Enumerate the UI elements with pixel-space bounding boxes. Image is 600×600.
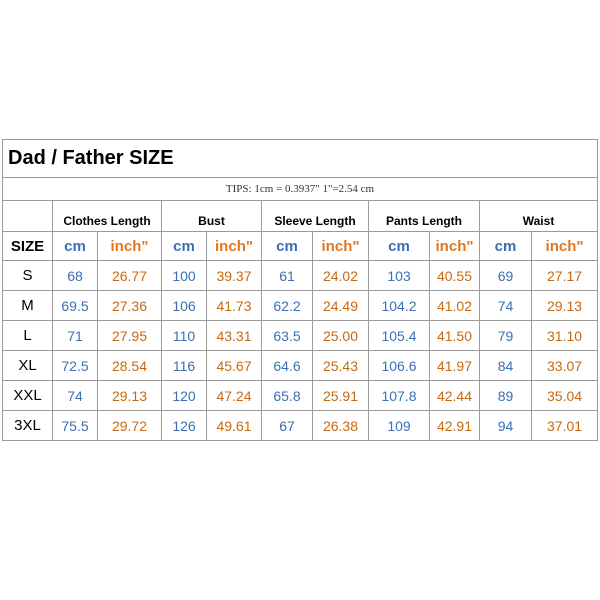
size-label: XXL — [2, 380, 53, 411]
group-header-clothes-length: Clothes Length — [52, 200, 162, 232]
inch-value-cell: 41.97 — [429, 350, 480, 381]
cm-value-cell: 109 — [368, 410, 430, 441]
inch-value-cell: 26.77 — [97, 260, 162, 291]
unit-cm-header: cm — [261, 231, 313, 261]
unit-cm-header: cm — [368, 231, 430, 261]
inch-value-cell: 24.02 — [312, 260, 369, 291]
size-chart-table: Dad / Father SIZE TIPS: 1cm = 0.3937" 1"… — [1, 139, 599, 441]
inch-value-cell: 24.49 — [312, 290, 369, 321]
inch-value-cell: 29.72 — [97, 410, 162, 441]
inch-value-cell: 41.50 — [429, 320, 480, 351]
cm-value-cell: 68 — [52, 260, 98, 291]
inch-value-cell: 25.43 — [312, 350, 369, 381]
inch-value-cell: 25.91 — [312, 380, 369, 411]
tips-row: TIPS: 1cm = 0.3937" 1"=2.54 cm — [1, 177, 599, 201]
unit-inch-header: inch" — [429, 231, 480, 261]
unit-inch-header: inch" — [206, 231, 262, 261]
cm-value-cell: 61 — [261, 260, 313, 291]
table-title: Dad / Father SIZE — [1, 139, 599, 178]
table-row: XXL 74 29.13 120 47.24 65.8 25.91 107.8 42.44 89 3… — [2, 380, 599, 411]
size-label: M — [2, 290, 53, 321]
inch-value-cell: 31.10 — [530, 320, 599, 351]
cm-value-cell: 69.5 — [52, 290, 98, 321]
group-header-sleeve-length: Sleeve Length — [261, 200, 369, 232]
inch-value-cell: 27.17 — [530, 260, 599, 291]
cm-value-cell: 106.6 — [368, 350, 430, 381]
inch-value-cell: 42.91 — [429, 410, 480, 441]
cm-value-cell: 75.5 — [52, 410, 98, 441]
inch-value-cell: 27.36 — [97, 290, 162, 321]
inch-value-cell: 26.38 — [312, 410, 369, 441]
cm-value-cell: 63.5 — [261, 320, 313, 351]
cm-value-cell: 126 — [161, 410, 207, 441]
cm-value-cell: 116 — [161, 350, 207, 381]
size-label: 3XL — [2, 410, 53, 441]
unit-inch-header: inch" — [530, 231, 599, 261]
cm-value-cell: 107.8 — [368, 380, 430, 411]
unit-cm-header: cm — [52, 231, 98, 261]
cm-value-cell: 94 — [479, 410, 532, 441]
cm-value-cell: 84 — [479, 350, 532, 381]
unit-header-row: SIZE cm inch" cm inch" cm inch" cm inch"… — [2, 231, 599, 261]
size-rows: S 68 26.77 100 39.37 61 24.02 103 40.55 69 27.17 M 6… — [2, 260, 599, 441]
table-row: M 69.5 27.36 106 41.73 62.2 24.49 104.2 41.02 74 2… — [2, 290, 599, 321]
inch-value-cell: 47.24 — [206, 380, 262, 411]
cm-value-cell: 62.2 — [261, 290, 313, 321]
inch-value-cell: 29.13 — [97, 380, 162, 411]
cm-value-cell: 74 — [479, 290, 532, 321]
cm-value-cell: 120 — [161, 380, 207, 411]
table-row: L 71 27.95 110 43.31 63.5 25.00 105.4 41.50 79 31.… — [2, 320, 599, 351]
cm-value-cell: 89 — [479, 380, 532, 411]
cm-value-cell: 110 — [161, 320, 207, 351]
cm-value-cell: 106 — [161, 290, 207, 321]
cm-value-cell: 79 — [479, 320, 532, 351]
cm-value-cell: 104.2 — [368, 290, 430, 321]
group-header-bust: Bust — [161, 200, 262, 232]
table-row: S 68 26.77 100 39.37 61 24.02 103 40.55 69 27.17 — [2, 260, 599, 291]
inch-value-cell: 45.67 — [206, 350, 262, 381]
cm-value-cell: 69 — [479, 260, 532, 291]
size-label: S — [2, 260, 53, 291]
cm-value-cell: 64.6 — [261, 350, 313, 381]
size-column-header: SIZE — [2, 231, 53, 261]
group-header-row: Clothes Length Bust Sleeve Length Pants … — [2, 200, 599, 232]
cm-value-cell: 74 — [52, 380, 98, 411]
unit-inch-header: inch" — [97, 231, 162, 261]
inch-value-cell: 29.13 — [530, 290, 599, 321]
cm-value-cell: 67 — [261, 410, 313, 441]
inch-value-cell: 33.07 — [530, 350, 599, 381]
size-label: L — [2, 320, 53, 351]
cm-value-cell: 105.4 — [368, 320, 430, 351]
size-label: XL — [2, 350, 53, 381]
cm-value-cell: 100 — [161, 260, 207, 291]
table-row: 3XL 75.5 29.72 126 49.61 67 26.38 109 42.91 94 37.… — [2, 410, 599, 441]
title-row: Dad / Father SIZE — [1, 139, 599, 178]
group-header-waist: Waist — [478, 200, 599, 232]
inch-value-cell: 49.61 — [206, 410, 262, 441]
inch-value-cell: 25.00 — [312, 320, 369, 351]
inch-value-cell: 28.54 — [97, 350, 162, 381]
inch-value-cell: 27.95 — [97, 320, 162, 351]
conversion-tips: TIPS: 1cm = 0.3937" 1"=2.54 cm — [1, 177, 599, 201]
unit-inch-header: inch" — [312, 231, 369, 261]
inch-value-cell: 40.55 — [429, 260, 480, 291]
inch-value-cell: 42.44 — [429, 380, 480, 411]
inch-value-cell: 37.01 — [530, 410, 599, 441]
cm-value-cell: 72.5 — [52, 350, 98, 381]
inch-value-cell: 41.02 — [429, 290, 480, 321]
unit-cm-header: cm — [161, 231, 207, 261]
inch-value-cell: 43.31 — [206, 320, 262, 351]
group-header-pants-length: Pants Length — [368, 200, 480, 232]
cm-value-cell: 103 — [368, 260, 430, 291]
cm-value-cell: 65.8 — [261, 380, 313, 411]
unit-cm-header: cm — [479, 231, 532, 261]
cm-value-cell: 71 — [52, 320, 98, 351]
inch-value-cell: 35.04 — [530, 380, 599, 411]
table-row: XL 72.5 28.54 116 45.67 64.6 25.43 106.6 41.97 84… — [2, 350, 599, 381]
group-header-blank — [2, 200, 53, 232]
inch-value-cell: 39.37 — [206, 260, 262, 291]
inch-value-cell: 41.73 — [206, 290, 262, 321]
